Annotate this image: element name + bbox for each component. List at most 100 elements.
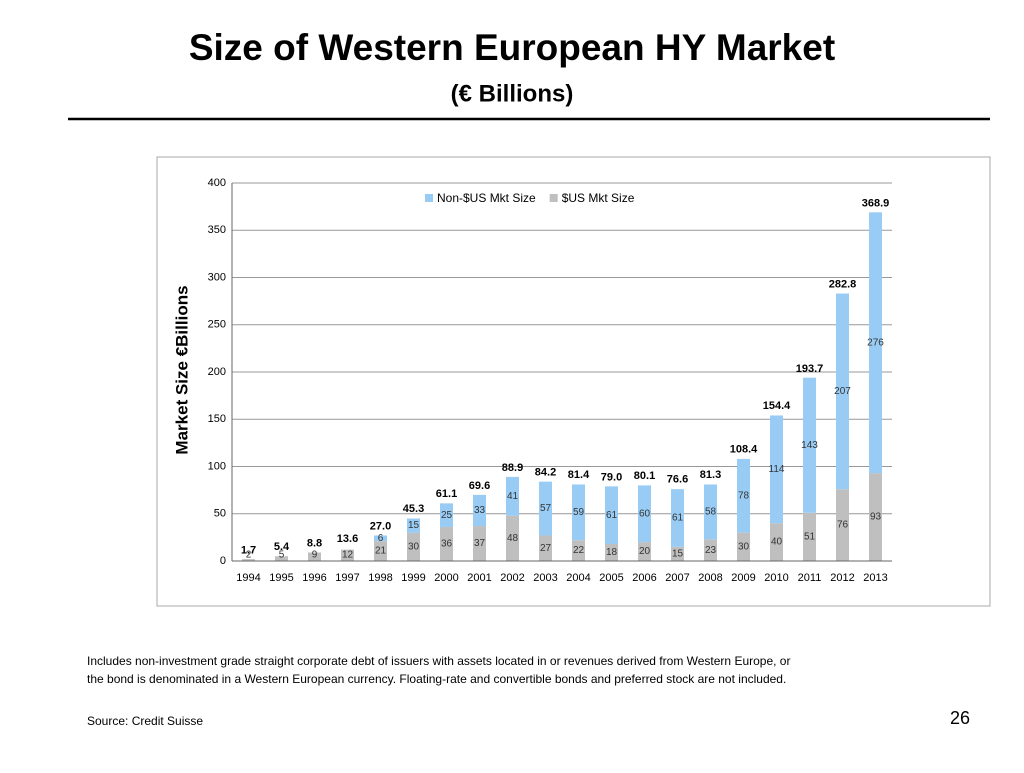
legend-swatch	[549, 194, 558, 202]
segment-label: 40	[771, 537, 783, 548]
x-tick-label: 1995	[269, 572, 293, 584]
subtitle: (€ Billions)	[451, 80, 574, 107]
segment-label: 15	[408, 520, 420, 531]
bar-segment	[671, 546, 684, 561]
y-tick-label: 150	[208, 413, 226, 425]
total-label: 79.0	[601, 471, 622, 483]
segment-label: 57	[540, 503, 552, 514]
segment-label: 41	[507, 491, 519, 502]
x-tick-label: 2000	[434, 572, 458, 584]
y-tick-label: 200	[208, 366, 226, 378]
segment-label: 30	[408, 541, 420, 552]
segment-label: 37	[474, 538, 486, 549]
y-tick-label: 300	[208, 271, 226, 283]
total-label: 81.4	[568, 469, 590, 481]
x-tick-label: 2011	[798, 572, 822, 584]
bar-segment	[506, 476, 519, 516]
x-tick-label: 2012	[830, 572, 854, 584]
bar-segment	[605, 486, 618, 544]
segment-label: 114	[769, 464, 785, 475]
y-tick-label: 350	[208, 224, 226, 236]
segment-label: 21	[375, 546, 387, 557]
total-label: 27.0	[370, 520, 391, 532]
segment-label: 61	[606, 510, 618, 521]
x-tick-label: 1999	[401, 572, 425, 584]
x-tick-label: 2010	[764, 572, 788, 584]
segment-label: 12	[342, 550, 354, 561]
bar-segment	[803, 512, 816, 561]
segment-label: 76	[837, 520, 849, 531]
segment-label: 48	[507, 533, 519, 544]
x-tick-label: 2007	[665, 572, 689, 584]
page-number: 26	[950, 708, 970, 728]
total-label: 282.8	[829, 279, 857, 291]
y-tick-label: 50	[214, 508, 226, 520]
bar-segment	[671, 489, 684, 547]
y-tick-label: 100	[208, 460, 226, 472]
source: Source: Credit Suisse	[87, 714, 203, 728]
segment-label: 276	[867, 337, 884, 348]
bar-segment	[572, 484, 585, 541]
bar-segment	[704, 539, 717, 561]
bar-segment	[638, 485, 651, 543]
bar-segment	[836, 293, 849, 490]
x-tick-label: 2009	[731, 572, 755, 584]
segment-label: 30	[738, 541, 750, 552]
segment-label: 23	[705, 545, 717, 556]
segment-label: 78	[738, 490, 750, 501]
bar-segment	[770, 415, 783, 524]
segment-label: 18	[606, 547, 618, 558]
bar-segment	[473, 494, 486, 527]
y-tick-label: 250	[208, 319, 226, 331]
bar-segment	[506, 515, 519, 561]
segment-label: 58	[705, 507, 717, 518]
x-tick-label: 1994	[236, 572, 260, 584]
segment-label: 27	[540, 543, 552, 554]
bar-segment	[473, 526, 486, 561]
legend-label: Non-$US Mkt Size	[437, 191, 536, 205]
segment-label: 93	[870, 512, 882, 523]
segment-label: 60	[639, 508, 651, 519]
legend-label: $US Mkt Size	[562, 191, 635, 205]
x-tick-label: 2002	[500, 572, 524, 584]
chart-frame	[156, 156, 991, 607]
y-tick-label: 400	[208, 177, 226, 189]
bar-segment	[275, 556, 288, 561]
segment-label: 143	[801, 440, 818, 451]
segment-label: 36	[441, 539, 453, 550]
bar-segment	[770, 523, 783, 561]
bar-segment	[836, 489, 849, 561]
bar-segment	[308, 552, 321, 561]
segment-label: 22	[573, 545, 585, 556]
total-label: 88.9	[502, 462, 523, 474]
y-axis-label: Market Size €Billions	[172, 285, 191, 454]
total-label: 81.3	[700, 469, 721, 481]
x-tick-label: 2008	[698, 572, 722, 584]
footnote: Includes non-investment grade straight c…	[87, 654, 790, 668]
bar-segment	[869, 473, 882, 561]
bar-segment	[704, 484, 717, 540]
segment-label: 33	[474, 505, 486, 516]
total-label: 84.2	[535, 466, 556, 478]
total-label: 8.8	[307, 538, 322, 550]
bar-segment	[440, 503, 453, 527]
total-label: 368.9	[862, 197, 890, 209]
segment-label: 2	[246, 550, 252, 561]
plot: 0 50 100 150 200 250 300 350 400 1994 21.7 1995 55.4…	[208, 177, 892, 584]
total-label: 108.4	[730, 443, 758, 455]
bar-segment	[374, 535, 387, 542]
legend-swatch	[425, 194, 433, 202]
bar-segment	[242, 559, 255, 561]
bar-segment	[341, 549, 354, 561]
bar-segment	[539, 535, 552, 561]
bar-segment	[572, 540, 585, 561]
bar-segment	[539, 481, 552, 536]
segment-label: 207	[834, 386, 851, 397]
bar-segment	[605, 543, 618, 561]
x-tick-label: 2003	[533, 572, 557, 584]
total-label: 193.7	[796, 363, 824, 375]
x-tick-label: 1996	[302, 572, 326, 584]
total-label: 45.3	[403, 503, 424, 515]
bar-segment	[407, 518, 420, 533]
